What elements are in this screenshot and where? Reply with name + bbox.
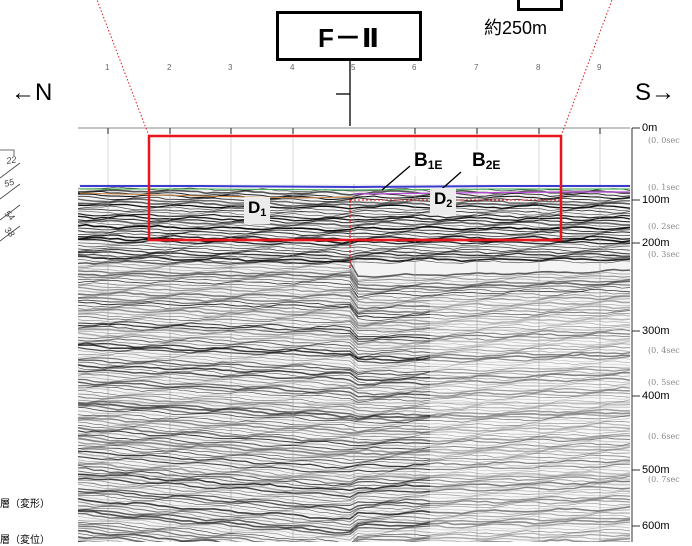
direction-south: S→ (635, 79, 676, 106)
depth-label-400: 400m (642, 390, 670, 402)
depth-label-600: 600m (642, 520, 670, 532)
top-ticks (107, 128, 601, 134)
legend-item-displacement: 層（変位） (0, 535, 50, 546)
depth-label-500: 500m (642, 464, 670, 476)
time-label-2: (0. 2sec (648, 222, 680, 231)
trace-number-1: 1 (105, 63, 110, 72)
inset-value-1: 22 (5, 154, 18, 166)
unit-label-b1e: B1E (412, 150, 445, 176)
time-label-4: (0. 4sec (648, 346, 680, 355)
time-label-0: (0. 0sec (648, 136, 680, 145)
fault-marker (336, 61, 351, 126)
time-label-5: (0. 5sec (648, 378, 680, 387)
scale-label: 約250m (484, 18, 548, 38)
legend-item-deformation: 層（変形） (0, 499, 50, 510)
trace-number-6: 6 (412, 63, 417, 72)
direction-north: ←N (11, 79, 53, 106)
trace-number-5: 5 (351, 63, 356, 72)
depth-label-100: 100m (642, 194, 670, 206)
unit-label-b2e: B2E (470, 150, 503, 176)
trace-number-3: 3 (228, 63, 233, 72)
fault-label: F－Ⅱ (317, 22, 380, 53)
time-label-1: (0. 1sec (648, 183, 680, 192)
time-label-3: (0. 3sec (648, 250, 680, 259)
fault-label-box: F－Ⅱ (276, 11, 422, 61)
left-inset-fragment (0, 149, 21, 242)
time-label-6: (0. 6sec (648, 432, 680, 441)
seismic-section (78, 184, 630, 542)
inset-value-3: 54 (3, 208, 17, 222)
unit-label-d2: D2 (430, 188, 457, 215)
inset-value-4: 38 (2, 225, 16, 239)
depth-label-200: 200m (642, 237, 670, 249)
trace-number-7: 7 (474, 63, 479, 72)
trace-number-4: 4 (290, 63, 295, 72)
inset-value-2: 55 (3, 176, 16, 189)
unit-label-d1: D1 (244, 197, 271, 224)
depth-label-0: 0m (642, 122, 658, 134)
section-grid (78, 184, 630, 542)
depth-axis (631, 127, 640, 542)
time-label-7: (0. 7sec (648, 475, 680, 484)
trace-number-2: 2 (167, 63, 172, 72)
depth-label-300: 300m (642, 325, 670, 337)
scale-bar (517, 0, 563, 11)
trace-number-8: 8 (536, 63, 541, 72)
trace-number-9: 9 (597, 63, 602, 72)
